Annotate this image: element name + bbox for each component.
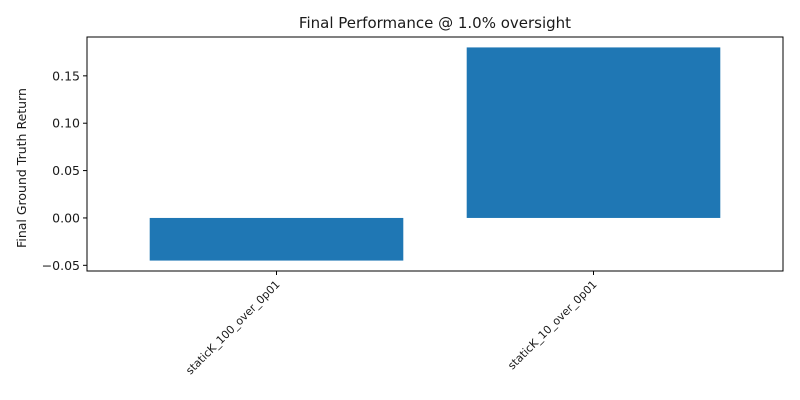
- x-axis: staticK_100_over_0p01 staticK_10_over_0p0…: [183, 271, 600, 377]
- y-tick-label: 0.10: [52, 116, 80, 131]
- bar-staticK_10_over_0p01: [466, 47, 721, 218]
- y-tick-label: 0.05: [52, 163, 80, 178]
- chart-title: Final Performance @ 1.0% oversight: [299, 14, 571, 32]
- x-tick-label: staticK_10_over_0p01: [505, 278, 599, 372]
- bars-group: [149, 47, 721, 261]
- bar-staticK_100_over_0p01: [149, 217, 404, 261]
- y-axis-label: Final Ground Truth Return: [14, 88, 29, 248]
- y-axis: −0.05 0.00 0.05 0.10 0.15: [42, 68, 87, 273]
- y-tick-label: 0.15: [52, 68, 80, 83]
- y-tick-label: 0.00: [52, 210, 80, 225]
- x-tick-label: staticK_100_over_0p01: [183, 278, 282, 377]
- y-tick-label: −0.05: [42, 258, 80, 273]
- plot-frame: [86, 36, 784, 272]
